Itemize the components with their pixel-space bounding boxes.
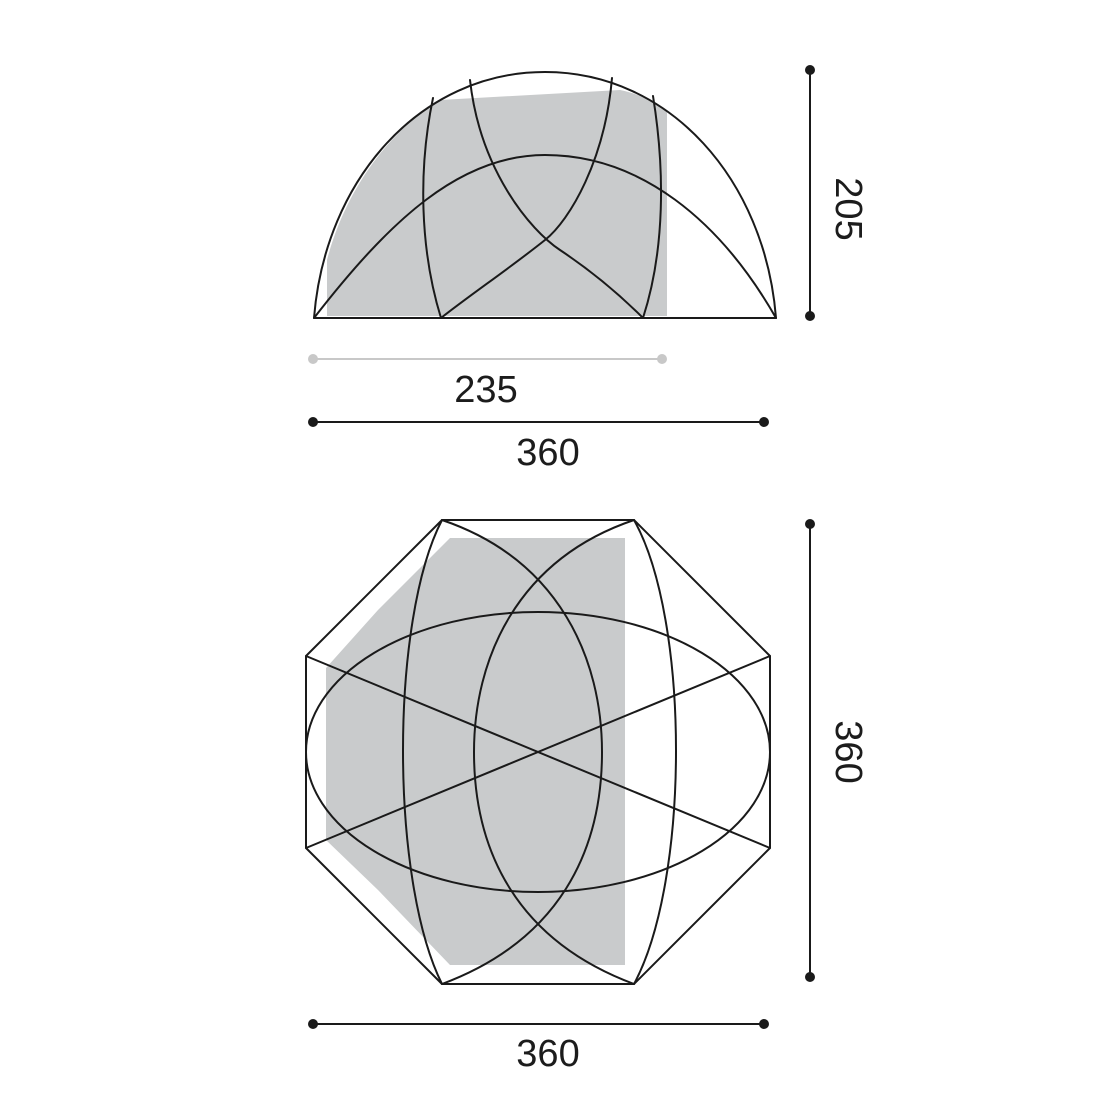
top-diagonal-b bbox=[305, 655, 771, 849]
top-view bbox=[305, 519, 771, 985]
side-inner-width-label: 235 bbox=[454, 369, 517, 411]
side-outer-width-dot-left bbox=[308, 417, 318, 427]
side-inner-width-dot-right bbox=[657, 354, 667, 364]
top-pole-right bbox=[633, 519, 677, 985]
side-dome-outline bbox=[313, 71, 777, 319]
top-cross-arc-a bbox=[441, 519, 603, 985]
side-cross-arc-a bbox=[469, 79, 644, 319]
top-width-dot-left bbox=[308, 1019, 318, 1029]
side-height-dim-dot-top bbox=[805, 65, 815, 75]
top-inner-tent-shade bbox=[326, 538, 625, 965]
top-depth-dot-bottom bbox=[805, 972, 815, 982]
side-pole-left bbox=[422, 97, 442, 319]
side-outer-width-dimension: 360 bbox=[308, 417, 769, 474]
top-width-dot-right bbox=[759, 1019, 769, 1029]
top-cross-arc-b bbox=[473, 519, 635, 985]
side-transverse-pole bbox=[313, 154, 777, 319]
top-depth-dot-top bbox=[805, 519, 815, 529]
side-view bbox=[313, 71, 777, 319]
side-inner-tent-shade bbox=[327, 90, 667, 316]
side-inner-width-dimension: 235 bbox=[308, 354, 667, 411]
side-cross-arc-b bbox=[440, 77, 613, 319]
side-outer-width-label: 360 bbox=[516, 432, 579, 474]
top-pole-left bbox=[402, 519, 443, 985]
side-inner-width-dot-left bbox=[308, 354, 318, 364]
top-transverse-ellipse bbox=[305, 611, 771, 893]
top-depth-label: 360 bbox=[827, 720, 869, 783]
side-height-label: 205 bbox=[827, 177, 869, 240]
side-outer-width-dot-right bbox=[759, 417, 769, 427]
top-width-dimension: 360 bbox=[308, 1019, 769, 1075]
top-width-label: 360 bbox=[516, 1033, 579, 1075]
side-height-dim-dot-bottom bbox=[805, 311, 815, 321]
side-height-dimension: 205 bbox=[805, 65, 869, 321]
top-depth-dimension: 360 bbox=[805, 519, 869, 982]
side-pole-right bbox=[642, 95, 663, 319]
